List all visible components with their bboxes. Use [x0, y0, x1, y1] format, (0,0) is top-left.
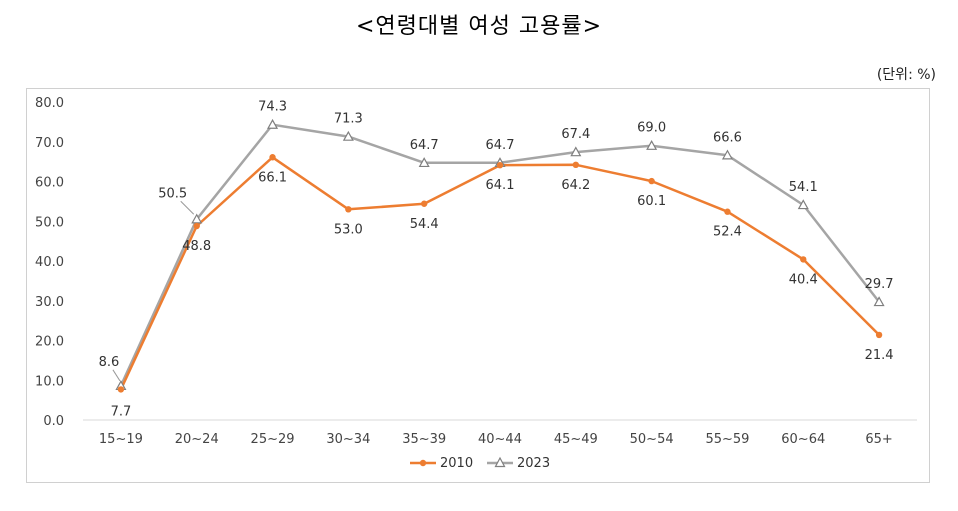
marker-2010	[572, 161, 580, 169]
marker-2023	[570, 146, 582, 157]
y-tick-label: 50.0	[35, 215, 64, 230]
y-tick-label: 70.0	[35, 136, 64, 151]
y-tick-label: 40.0	[35, 255, 64, 270]
data-label-2023: 64.7	[486, 138, 515, 153]
y-tick-label: 30.0	[35, 295, 64, 310]
data-label-2010: 53.0	[334, 222, 363, 237]
data-label-2023: 71.3	[334, 112, 363, 127]
marker-2010	[724, 208, 731, 215]
marker-2010	[420, 200, 428, 207]
legend-label-2023: 2023	[517, 456, 550, 471]
y-tick-label: 20.0	[35, 335, 64, 350]
marker-2010	[800, 256, 807, 263]
data-label-2010: 60.1	[637, 194, 666, 209]
data-label-2010: 64.1	[486, 178, 515, 193]
data-label-2023: 54.1	[789, 180, 818, 195]
data-label-2023: 67.4	[561, 127, 590, 142]
marker-2010	[875, 331, 883, 339]
marker-2010	[345, 206, 352, 213]
unit-note: (단위: %)	[876, 67, 936, 83]
data-label-2010: 66.1	[258, 170, 287, 185]
x-tick-label: 60~64	[781, 432, 825, 447]
x-tick-label: 20~24	[175, 432, 219, 447]
x-tick-label: 40~44	[478, 432, 522, 447]
x-tick-label: 35~39	[402, 432, 446, 447]
marker-2023	[267, 118, 279, 129]
marker-2010	[648, 177, 655, 185]
legend-marker-2010	[419, 459, 427, 467]
legend-marker-2023	[494, 456, 506, 468]
marker-2010	[117, 386, 125, 393]
x-tick-label: 30~34	[326, 432, 370, 447]
marker-2023	[342, 130, 354, 141]
marker-2010	[269, 154, 276, 161]
chart-title: <연령대별 여성 고용률>	[355, 14, 602, 39]
marker-2010	[193, 222, 200, 230]
y-tick-label: 0.0	[43, 414, 64, 429]
leader-line	[180, 200, 195, 215]
data-label-2023: 66.6	[713, 130, 742, 145]
y-tick-label: 60.0	[35, 176, 64, 191]
data-label-2023: 69.0	[637, 121, 666, 136]
x-tick-label: 15~19	[99, 432, 143, 447]
y-tick-label: 10.0	[35, 374, 64, 389]
x-tick-label: 45~49	[554, 432, 598, 447]
chart-frame	[26, 88, 930, 483]
x-tick-label: 55~59	[705, 432, 749, 447]
data-label-2010: 52.4	[713, 225, 742, 240]
leader-line	[112, 369, 121, 382]
marker-2023	[797, 199, 809, 210]
marker-2023	[873, 296, 885, 307]
data-label-2010: 21.4	[865, 348, 894, 363]
marker-2010	[496, 162, 504, 169]
data-label-2023: 50.5	[158, 186, 187, 201]
x-tick-label: 25~29	[251, 432, 295, 447]
legend-label-2010: 2010	[440, 456, 473, 471]
data-label-2010: 48.8	[182, 239, 211, 254]
data-label-2010: 64.2	[561, 178, 590, 193]
x-tick-label: 50~54	[630, 432, 674, 447]
x-tick-label: 65+	[865, 432, 892, 447]
data-label-2023: 74.3	[258, 100, 287, 115]
marker-2023	[646, 139, 658, 150]
y-tick-label: 80.0	[35, 96, 64, 111]
data-label-2023: 29.7	[865, 277, 894, 292]
data-label-2010: 54.4	[410, 217, 439, 232]
data-label-2023: 64.7	[410, 138, 439, 153]
marker-2023	[418, 157, 430, 168]
data-label-2010: 40.4	[789, 272, 818, 287]
marker-2023	[721, 149, 733, 160]
data-label-2010: 7.7	[111, 404, 132, 419]
data-label-2023: 8.6	[99, 355, 120, 370]
